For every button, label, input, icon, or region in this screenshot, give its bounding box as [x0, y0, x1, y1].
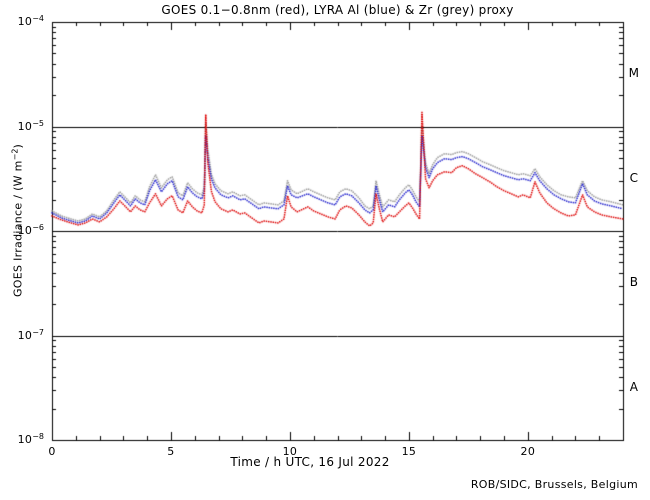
- x-tick-label: 20: [520, 445, 536, 458]
- flare-class-label: C: [629, 170, 639, 185]
- x-tick-label: 0: [48, 445, 56, 458]
- y-tick-label: 10−5: [17, 118, 44, 133]
- x-tick-label: 10: [282, 445, 298, 458]
- chart-title: GOES 0.1−0.8nm (red), LYRA Al (blue) & Z…: [161, 3, 514, 17]
- flare-class-label: M: [628, 66, 640, 81]
- x-tick-label: 15: [401, 445, 417, 458]
- y-axis-label-exponent: −2: [10, 148, 20, 161]
- x-axis-label: Time / h UTC, 16 Jul 2022: [230, 455, 390, 469]
- y-tick-label: 10−7: [17, 327, 44, 342]
- y-tick-label: 10−8: [17, 432, 44, 446]
- y-tick-label: 10−6: [17, 223, 44, 237]
- y-axis-label: GOES Irradiance / (W m−2): [10, 141, 25, 301]
- y-tick-label: 10−4: [17, 14, 44, 28]
- flare-class-label: B: [629, 275, 639, 290]
- x-tick-label: 5: [167, 445, 175, 458]
- credit-text: ROB/SIDC, Brussels, Belgium: [470, 478, 638, 491]
- flare-class-label: A: [629, 379, 639, 394]
